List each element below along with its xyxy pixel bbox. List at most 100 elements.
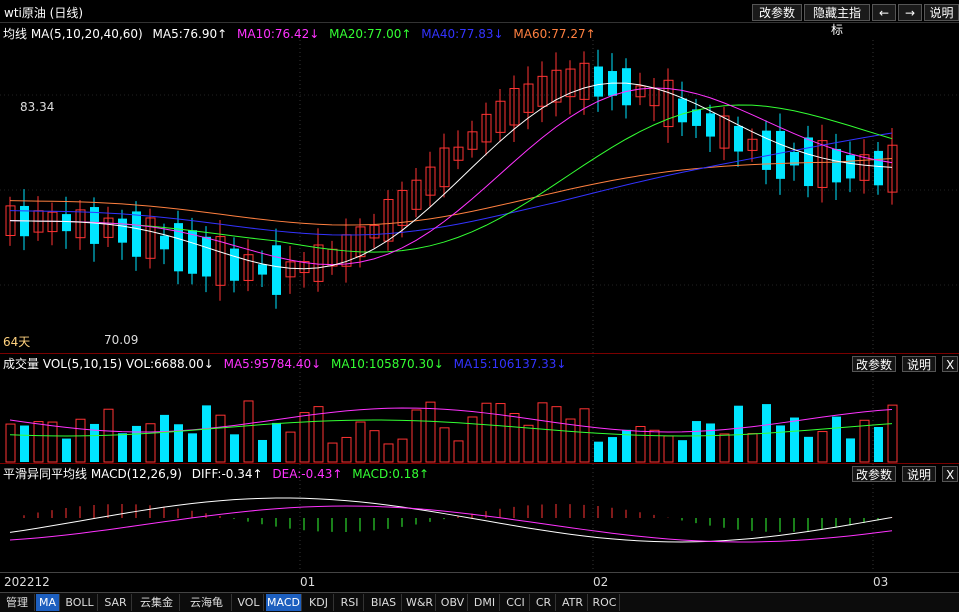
candle-down xyxy=(230,248,239,281)
tab-roc[interactable]: ROC xyxy=(590,594,620,611)
volume-bar-up xyxy=(509,412,520,463)
volume-bar-up xyxy=(341,436,352,463)
tab-atr[interactable]: ATR xyxy=(558,594,588,611)
volume-bar-down xyxy=(790,417,799,462)
candle-down xyxy=(62,214,71,232)
candle-down xyxy=(90,207,99,244)
candle-down xyxy=(174,223,183,272)
volume-bar-down xyxy=(874,427,883,462)
candle-down xyxy=(160,235,169,250)
candle-up xyxy=(439,147,450,188)
volume-bar-down xyxy=(678,440,687,462)
tab-dmi[interactable]: DMI xyxy=(470,594,500,611)
volume-bar-down xyxy=(90,423,99,462)
tab-cci[interactable]: CCI xyxy=(502,594,530,611)
volume-bar-down xyxy=(706,423,715,462)
volume-bar-up xyxy=(719,433,730,463)
volume-bar-up xyxy=(523,424,534,463)
volume-bar-down xyxy=(160,414,169,462)
candle-down xyxy=(202,236,211,277)
diff-legend: DIFF:-0.34↑ xyxy=(191,467,263,481)
tab-kdj[interactable]: KDJ xyxy=(304,594,334,611)
candle-down xyxy=(804,137,813,187)
tab-wr[interactable]: W&R xyxy=(404,594,436,611)
candle-up xyxy=(887,144,898,193)
volume-bar-up xyxy=(425,401,436,463)
volume-bar-up xyxy=(887,404,898,463)
candle-down xyxy=(790,152,799,166)
volume-bar-up xyxy=(369,430,380,463)
volume-bar-up xyxy=(215,414,226,463)
candle-up xyxy=(285,261,296,278)
candle-down xyxy=(832,148,841,183)
volume-bar-down xyxy=(62,438,71,462)
candle-up xyxy=(75,209,86,239)
candle-up xyxy=(551,69,562,103)
candle-up xyxy=(145,217,156,259)
tab-manage[interactable]: 管理 xyxy=(0,594,35,611)
volume-bar-up xyxy=(33,421,44,463)
ma40-legend: MA40:77.83↓ xyxy=(421,27,504,41)
volume-bar-up xyxy=(467,416,478,463)
candle-up xyxy=(453,146,464,161)
title-bar: wti原油 (日线) 改参数 隐藏主指标 ← → 说明 xyxy=(0,0,959,37)
candle-down xyxy=(678,98,687,123)
vol-help-button[interactable]: 说明 xyxy=(902,356,936,372)
volume-bar-down xyxy=(188,433,197,462)
candle-up xyxy=(579,62,590,100)
volume-bar-up xyxy=(565,418,576,463)
x-label-01: 01 xyxy=(300,575,316,589)
volume-bar-up xyxy=(327,442,338,463)
ma20-line xyxy=(9,104,893,253)
volume-bar-down xyxy=(258,439,267,462)
volume-bar-up xyxy=(817,431,828,463)
candle-up xyxy=(215,236,226,286)
tab-vol[interactable]: VOL xyxy=(234,594,264,611)
vol-close-icon[interactable]: X xyxy=(942,356,958,372)
candle-up xyxy=(817,140,828,188)
candle-up xyxy=(425,166,436,196)
chart-canvas[interactable] xyxy=(0,0,959,592)
axis-divider xyxy=(0,572,959,573)
right-arrow-icon[interactable]: → xyxy=(898,4,922,21)
macd-help-button[interactable]: 说明 xyxy=(902,466,936,482)
macd-close-icon[interactable]: X xyxy=(942,466,958,482)
hide-main-indicator-button[interactable]: 隐藏主指标 xyxy=(804,4,870,37)
candle-up xyxy=(719,115,730,149)
ma5-legend: MA5:76.90↑ xyxy=(152,27,228,41)
volume-bar-up xyxy=(75,418,86,463)
left-arrow-icon[interactable]: ← xyxy=(872,4,896,21)
edit-params-button[interactable]: 改参数 xyxy=(752,4,802,21)
tab-yunjijin[interactable]: 云集金 xyxy=(134,594,180,611)
tab-obv[interactable]: OBV xyxy=(438,594,468,611)
tab-cr[interactable]: CR xyxy=(532,594,556,611)
tab-ma[interactable]: MA xyxy=(36,594,60,611)
tab-yunhaigui[interactable]: 云海龟 xyxy=(182,594,232,611)
x-label-03: 03 xyxy=(873,575,889,589)
candle-up xyxy=(103,217,114,238)
x-label-202212: 202212 xyxy=(4,575,50,589)
volume-bar-down xyxy=(132,425,141,462)
ma60-legend: MA60:77.27↑ xyxy=(513,27,596,41)
volume-bar-down xyxy=(230,434,239,462)
candle-down xyxy=(692,109,701,126)
candle-up xyxy=(369,224,380,239)
volume-bar-down xyxy=(622,429,631,462)
macd-value-legend: MACD:0.18↑ xyxy=(352,467,430,481)
candle-up xyxy=(537,75,548,107)
tab-macd[interactable]: MACD xyxy=(266,594,302,611)
volume-bar-up xyxy=(495,403,506,463)
x-label-02: 02 xyxy=(593,575,609,589)
tab-bias[interactable]: BIAS xyxy=(366,594,402,611)
candle-up xyxy=(509,88,520,126)
tab-boll[interactable]: BOLL xyxy=(62,594,98,611)
candle-down xyxy=(132,211,141,257)
macd-edit-params-button[interactable]: 改参数 xyxy=(852,466,896,482)
tab-sar[interactable]: SAR xyxy=(100,594,132,611)
volume-bar-down xyxy=(272,422,281,462)
volume-bar-up xyxy=(551,406,562,463)
candle-up xyxy=(481,113,492,143)
tab-rsi[interactable]: RSI xyxy=(336,594,364,611)
vol-edit-params-button[interactable]: 改参数 xyxy=(852,356,896,372)
volume-bar-up xyxy=(355,421,366,463)
